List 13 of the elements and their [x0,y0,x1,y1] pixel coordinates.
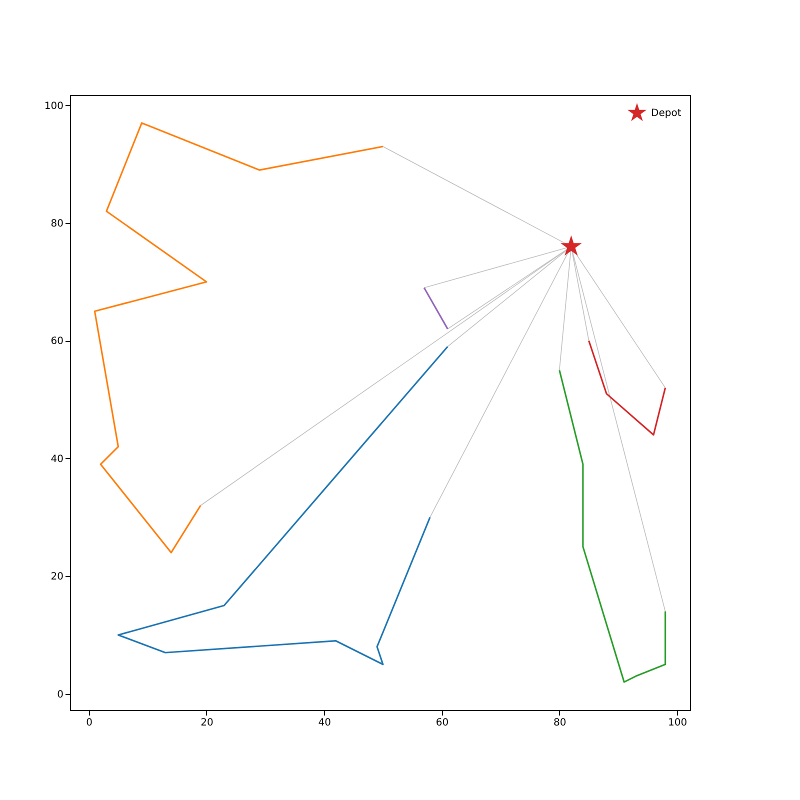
y-tick-label: 60 [50,336,64,348]
y-tick-label: 100 [44,100,64,112]
y-tick-label: 80 [50,218,64,230]
y-tick-label: 0 [57,689,64,700]
y-tick-label: 40 [50,454,64,465]
y-tick-label: 20 [50,572,64,583]
x-tick-label: 40 [318,718,331,728]
x-tick-label: 100 [668,718,688,728]
x-tick-label: 20 [200,718,214,728]
x-tick-label: 80 [554,718,566,728]
x-tick-label: 0 [86,718,93,728]
legend-label: Depot [651,108,682,119]
x-tick-label: 60 [436,718,449,728]
